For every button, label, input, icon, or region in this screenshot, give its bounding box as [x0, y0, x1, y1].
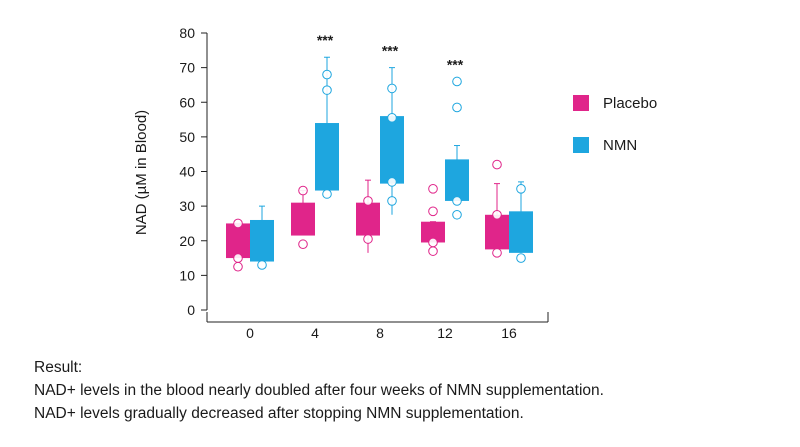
result-line-1: NAD+ levels in the blood nearly doubled … — [34, 382, 604, 399]
placebo-data-point — [363, 234, 373, 244]
placebo-data-point — [428, 237, 438, 248]
nmn-box — [509, 211, 533, 253]
nmn-data-point — [452, 196, 462, 206]
y-tick-label: 30 — [179, 198, 195, 214]
result-line-2: NAD+ levels gradually decreased after st… — [34, 405, 524, 422]
x-tick-label: 12 — [437, 325, 453, 341]
nmn-data-point — [452, 76, 462, 87]
placebo-data-point — [428, 246, 438, 256]
nmn-box — [250, 219, 274, 262]
x-tick-label: 0 — [246, 325, 254, 341]
placebo-data-point — [233, 253, 243, 263]
nmn-box — [315, 123, 339, 191]
y-tick-label: 40 — [179, 164, 195, 180]
nmn-data-point — [387, 83, 397, 94]
placebo-data-point — [492, 159, 502, 170]
placebo-box — [421, 221, 445, 243]
placebo-data-point — [233, 218, 243, 229]
placebo-box — [291, 202, 315, 236]
x-tick-label: 4 — [311, 325, 319, 341]
placebo-box — [356, 202, 380, 236]
significance-marker: *** — [317, 32, 334, 48]
placebo-data-point — [298, 185, 308, 196]
y-tick-label: 0 — [187, 302, 195, 318]
nmn-data-point — [516, 253, 526, 263]
placebo-data-point — [233, 261, 243, 272]
y-tick-label: 60 — [179, 94, 195, 110]
nmn-box — [445, 159, 469, 201]
nmn-data-point — [452, 209, 462, 220]
placebo-data-point — [363, 196, 373, 206]
legend-swatch-nmn — [573, 137, 589, 153]
x-tick-label: 16 — [501, 325, 517, 341]
nad-box-plot: 0 10 20 30 40 50 60 70 80 NAD (µM in Blood) 0 4 8 12 1… — [133, 25, 657, 350]
nmn-data-point — [387, 177, 397, 187]
y-tick-label: 10 — [179, 267, 195, 283]
result-heading: Result: — [34, 359, 83, 376]
placebo-data-point — [298, 239, 308, 250]
y-tick-label: 20 — [179, 233, 195, 249]
nmn-data-point — [516, 184, 526, 194]
significance-marker: *** — [382, 43, 399, 59]
nmn-data-point — [322, 189, 332, 199]
nmn-data-point — [387, 113, 397, 123]
y-tick-label: 70 — [179, 60, 195, 76]
nmn-data-point — [452, 102, 462, 113]
placebo-data-point — [492, 209, 502, 220]
y-tick-label: 80 — [179, 25, 195, 41]
significance-marker: *** — [447, 56, 464, 72]
x-tick-label: 8 — [376, 325, 384, 341]
nmn-box — [380, 116, 404, 184]
y-axis-title: NAD (µM in Blood) — [133, 110, 150, 235]
nmn-data-point — [257, 260, 267, 270]
y-tick-label: 50 — [179, 129, 195, 145]
placebo-data-point — [428, 184, 438, 194]
placebo-box — [485, 214, 509, 250]
legend-label-nmn: NMN — [603, 137, 637, 154]
legend-swatch-placebo — [573, 95, 589, 111]
result-text-block: Result: NAD+ levels in the blood nearly … — [34, 356, 604, 425]
nmn-data-point — [387, 196, 397, 206]
placebo-data-point — [428, 206, 438, 217]
legend-label-placebo: Placebo — [603, 95, 657, 112]
nmn-data-point — [322, 69, 332, 80]
placebo-data-point — [492, 248, 502, 258]
nmn-data-point — [322, 85, 332, 95]
placebo-box — [226, 223, 250, 259]
x-axis-title: Weeks — [365, 349, 411, 350]
